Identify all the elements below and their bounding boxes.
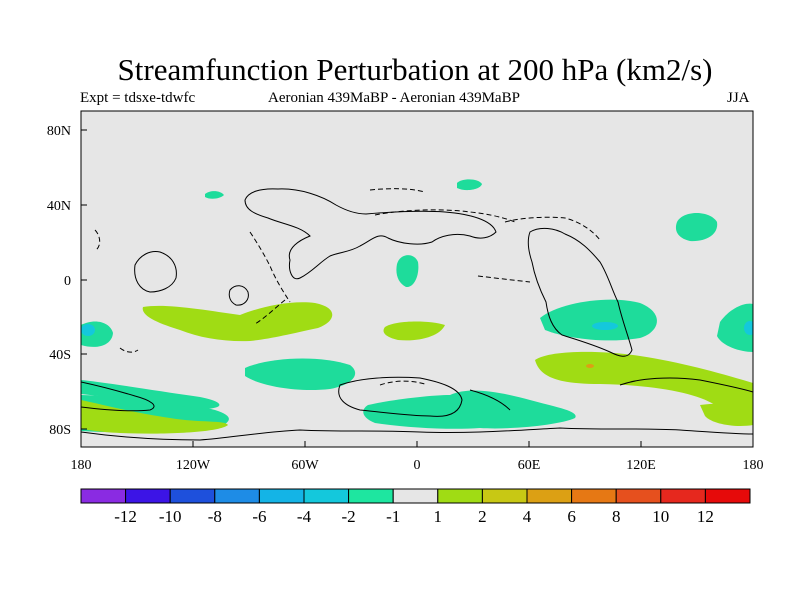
coastline-east-landmass [527,227,633,357]
colorbar-swatch [481,488,528,504]
lon-tick-label: 0 [414,458,421,473]
lon-tick-label: 180 [71,458,92,473]
lat-tick-label: 80S [49,423,71,438]
colorbar-swatch [437,488,483,504]
lat-tick-label: 40N [47,199,71,214]
shelf-equatorial [477,275,531,283]
season-label: JJA [727,90,750,106]
period-label: Aeronian 439MaBP - Aeronian 439MaBP [268,90,520,106]
colorbar-swatch [392,488,439,504]
coastline-north-landmass [244,188,497,280]
contour-core-positive [586,364,594,368]
colorbar-swatch [571,488,617,504]
colorbar-swatch [660,488,706,504]
colorbar-label: 6 [567,507,576,526]
lat-tick-label: 0 [64,274,71,289]
contour-region-east-lime [700,403,753,426]
lat-tick-label: 80N [47,124,71,139]
contour-region-southern-ocean-lime [81,400,228,434]
colorbar-label: 2 [478,507,487,526]
colorbar-swatch [214,488,260,504]
contour-region-indian-ocean [540,299,657,341]
colorbar-label: 12 [697,507,714,526]
contour-region-atlantic-lime [383,321,445,341]
colorbar-swatch [169,488,216,504]
shelf-west [249,231,291,303]
colorbar-label: 4 [523,507,532,526]
colorbar-label: 10 [652,507,669,526]
colorbar-swatch [348,488,394,504]
colorbar-label: -10 [159,507,182,526]
lon-tick-label: 60W [291,458,319,473]
lon-tick-label: 180 [743,458,764,473]
lat-tick-label: 40S [49,348,71,363]
colorbar-label: -12 [114,507,137,526]
lon-tick-label: 60E [518,458,541,473]
colorbar-label: -6 [252,507,266,526]
coastline-central-islands [228,285,249,306]
colorbar-swatch [526,488,573,504]
map-background [81,111,753,447]
contour-region-east-pacific [717,303,753,352]
contour-region-equatorial-atlantic [396,255,419,288]
colorbar-label: 1 [434,507,443,526]
colorbar-label: -8 [208,507,222,526]
colorbar-swatch [80,488,127,504]
colorbar-label: -4 [297,507,312,526]
coastline-southeast [619,377,753,393]
coastline-south-coast [469,389,511,411]
contour-region-subtropical-north [205,191,224,199]
colorbar-swatch [258,488,305,504]
coastline-south-landmass [338,376,463,417]
contour-region-south-america [142,302,333,342]
shelf-east [504,216,601,241]
lon-tick-label: 120W [176,458,211,473]
colorbar-swatch [125,488,171,504]
contour-region-north-pacific [675,213,718,242]
coastline-southwest-landmass [81,381,155,412]
colorbar-label: -1 [386,507,400,526]
coastline-west-landmass [134,251,177,293]
shelf-north-east [374,209,516,223]
colorbar-swatch [704,488,751,504]
contour-region-north-atlantic [457,179,482,191]
contour-field [81,179,753,441]
contour-core-west-pacific [81,324,95,336]
shelf-north [369,188,426,193]
experiment-label: Expt = tdsxe-tdwfc [80,90,196,106]
shelf-southwest [254,299,286,325]
contour-region-australia-lime [535,351,753,425]
contour-region-africa-south [363,390,576,429]
shelf-south [379,380,426,386]
contour-region-south-pacific-strip [81,380,220,409]
colorbar-swatch [303,488,350,504]
coastline-southern-rim [81,427,753,441]
contour-core-indian [592,322,618,330]
shelf-far-west [94,229,101,251]
shelf-south-pacific [119,347,139,353]
colorbar-label: -2 [342,507,356,526]
plot-title: Streamfunction Perturbation at 200 hPa (… [117,52,713,87]
colorbar-label: 8 [612,507,621,526]
lon-tick-label: 120E [626,458,656,473]
contour-core-east-pacific [744,321,753,335]
colorbar-swatch [615,488,662,504]
contour-region-south-atlantic [245,358,356,391]
